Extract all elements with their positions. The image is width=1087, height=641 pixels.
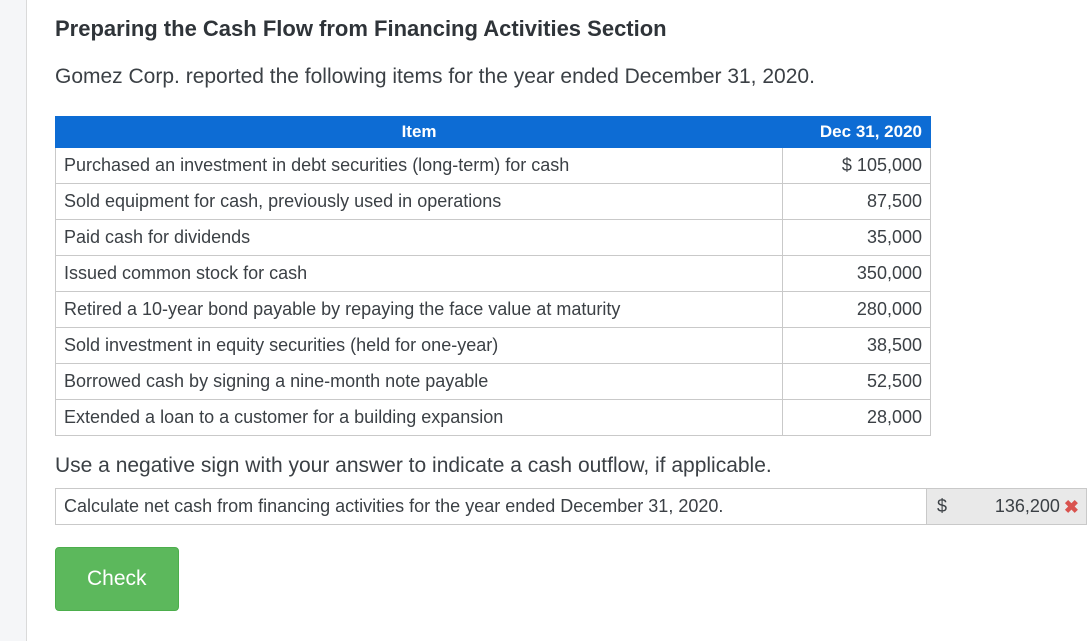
incorrect-icon: ✖: [1063, 496, 1079, 517]
currency-symbol: $: [937, 496, 948, 516]
item-cell: Sold investment in equity securities (he…: [54, 327, 784, 364]
table-row: Sold investment in equity securities (he…: [54, 327, 931, 364]
item-cell: Retired a 10-year bond payable by repayi…: [54, 291, 784, 328]
item-cell: Paid cash for dividends: [54, 219, 784, 256]
item-cell: Extended a loan to a customer for a buil…: [54, 399, 784, 436]
answer-question: Calculate net cash from financing activi…: [56, 489, 927, 524]
value-cell: 28,000: [782, 399, 931, 436]
left-gutter: [0, 0, 27, 641]
question-title: Preparing the Cash Flow from Financing A…: [55, 16, 667, 41]
check-button[interactable]: Check: [55, 547, 179, 611]
table-row: Extended a loan to a customer for a buil…: [54, 399, 931, 436]
table-row: Retired a 10-year bond payable by repayi…: [54, 291, 931, 328]
answer-row: Calculate net cash from financing activi…: [55, 488, 1087, 525]
table-row: Paid cash for dividends 35,000: [54, 219, 931, 256]
value-cell: 52,500: [782, 363, 931, 400]
table-row: Sold equipment for cash, previously used…: [54, 183, 931, 220]
answer-cell: $ ✖: [927, 489, 1086, 524]
item-cell: Issued common stock for cash: [54, 255, 784, 292]
table-row: Borrowed cash by signing a nine-month no…: [54, 363, 931, 400]
table-row: Purchased an investment in debt securiti…: [54, 147, 931, 184]
item-cell: Sold equipment for cash, previously used…: [54, 183, 784, 220]
value-cell: $ 105,000: [782, 147, 931, 184]
table-row: Issued common stock for cash 350,000: [54, 255, 931, 292]
value-cell: 280,000: [782, 291, 931, 328]
value-cell: 350,000: [782, 255, 931, 292]
value-cell: 38,500: [782, 327, 931, 364]
answer-input[interactable]: [947, 496, 1064, 517]
item-cell: Borrowed cash by signing a nine-month no…: [54, 363, 784, 400]
table-header-row: Item Dec 31, 2020: [54, 116, 931, 148]
instruction-text: Use a negative sign with your answer to …: [55, 454, 772, 477]
table-header-item: Item: [54, 116, 784, 148]
value-cell: 87,500: [782, 183, 931, 220]
value-cell: 35,000: [782, 219, 931, 256]
table-header-date: Dec 31, 2020: [782, 116, 931, 148]
item-cell: Purchased an investment in debt securiti…: [54, 147, 784, 184]
question-content: Preparing the Cash Flow from Financing A…: [54, 0, 1087, 611]
items-table: Item Dec 31, 2020 Purchased an investmen…: [54, 116, 931, 436]
intro-text: Gomez Corp. reported the following items…: [55, 65, 815, 88]
